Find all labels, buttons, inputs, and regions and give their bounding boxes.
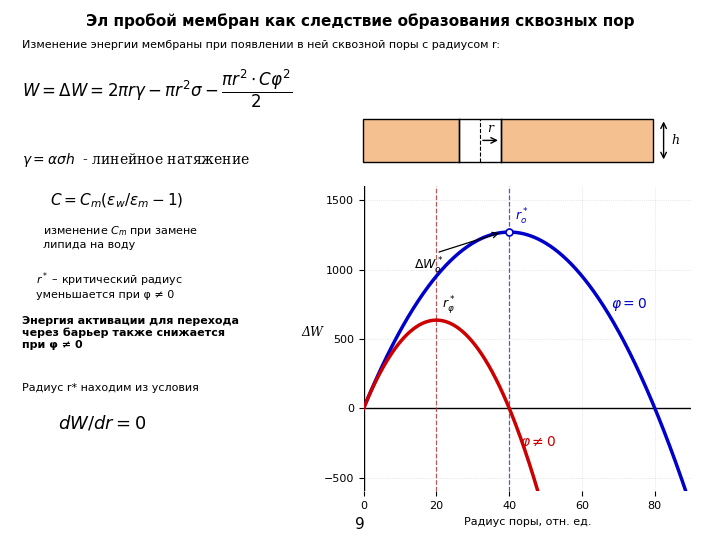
Text: h: h [672, 134, 680, 147]
Text: $r^*$ – критический радиус
уменьшается при φ ≠ 0: $r^*$ – критический радиус уменьшается п… [36, 270, 183, 300]
Text: Радиус r* находим из условия: Радиус r* находим из условия [22, 383, 199, 394]
Text: $dW/dr = 0$: $dW/dr = 0$ [58, 413, 146, 432]
Text: Эл пробой мембран как следствие образования сквозных пор: Эл пробой мембран как следствие образова… [86, 14, 634, 29]
Bar [363, 119, 459, 162]
Text: r: r [487, 123, 492, 136]
Text: $\varphi = 0$: $\varphi = 0$ [611, 296, 647, 313]
Text: изменение $C_m$ при замене
липида на воду: изменение $C_m$ при замене липида на вод… [43, 224, 199, 249]
Text: $r_o^*$: $r_o^*$ [515, 207, 528, 227]
Text: 9: 9 [355, 517, 365, 532]
X-axis label: Радиус поры, отн. ед.: Радиус поры, отн. ед. [464, 517, 591, 526]
Text: $\Delta W_o^*$: $\Delta W_o^*$ [414, 255, 444, 276]
Text: Энергия активации для перехода
через барьер также снижается
при φ ≠ 0: Энергия активации для перехода через бар… [22, 316, 238, 350]
Y-axis label: ΔW: ΔW [302, 326, 323, 339]
Text: $\gamma = \alpha\sigma h$  - линейное натяжение: $\gamma = \alpha\sigma h$ - линейное нат… [22, 151, 250, 169]
Text: $r_\varphi^*$: $r_\varphi^*$ [442, 294, 456, 316]
Bar [501, 119, 652, 162]
Text: $C = C_m(\varepsilon_w/\varepsilon_m - 1)$: $C = C_m(\varepsilon_w/\varepsilon_m - 1… [50, 192, 184, 210]
Text: Изменение энергии мембраны при появлении в ней сквозной поры с радиусом r:: Изменение энергии мембраны при появлении… [22, 40, 500, 51]
Text: $\varphi \neq 0$: $\varphi \neq 0$ [520, 434, 556, 451]
Text: $W = \Delta W = 2\pi r\gamma - \pi r^2\sigma - \dfrac{\pi r^2 \cdot C\varphi^2}{: $W = \Delta W = 2\pi r\gamma - \pi r^2\s… [22, 68, 292, 110]
